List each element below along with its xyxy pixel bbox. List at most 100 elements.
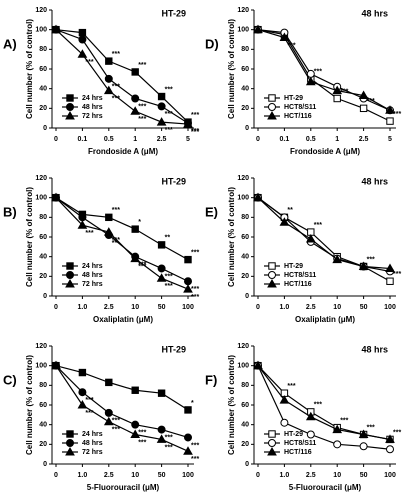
x-tick-label: 5 (388, 136, 392, 143)
significance: *** (314, 69, 322, 76)
marker (77, 49, 88, 58)
legend-label: 24 hrs (82, 95, 103, 102)
significance: *** (112, 95, 120, 102)
y-tick-label: 0 (43, 125, 47, 132)
marker (156, 117, 167, 126)
marker (253, 192, 263, 202)
series-line (257, 197, 391, 270)
y-tick-label: 60 (241, 66, 249, 73)
marker (131, 420, 140, 429)
marker (103, 227, 114, 236)
legend-marker (268, 271, 276, 279)
marker (105, 213, 113, 222)
y-tick-label: 40 (39, 254, 47, 261)
legend-label: HCT/116 (284, 113, 312, 120)
x-axis-label: 5-Fluorouracil (μM) (289, 483, 362, 492)
significance: *** (112, 418, 120, 425)
y-tick-label: 60 (39, 402, 47, 409)
significance: *** (191, 129, 199, 136)
marker (104, 74, 113, 83)
x-axis-label: Frondoside A (μM) (290, 147, 360, 156)
y-tick-label: 20 (241, 441, 249, 448)
x-tick-label: 0 (256, 304, 260, 311)
marker (306, 430, 315, 439)
legend-marker (268, 262, 276, 270)
significance: *** (191, 456, 199, 463)
y-axis-label: Cell number (% of control) (227, 355, 236, 455)
marker (184, 433, 192, 442)
marker (157, 425, 166, 434)
x-tick-label: 50 (158, 304, 166, 311)
x-tick-label: 10 (131, 304, 139, 311)
marker (305, 76, 316, 86)
significance: * (191, 400, 194, 407)
marker (359, 104, 368, 113)
y-tick-label: 100 (35, 363, 47, 370)
y-tick-label: 0 (245, 125, 249, 132)
x-tick-label: 50 (158, 472, 166, 479)
y-tick-label: 20 (39, 441, 47, 448)
x-tick-label: 5 (186, 136, 190, 143)
marker (103, 416, 114, 426)
x-tick-label: 50 (360, 304, 368, 311)
marker (78, 213, 87, 222)
marker (131, 386, 139, 394)
marker (103, 85, 114, 95)
y-tick-label: 60 (39, 234, 47, 241)
significance: *** (138, 430, 146, 437)
panel-label: D) (205, 36, 219, 51)
significance: *** (165, 86, 173, 93)
marker (184, 406, 192, 414)
panel-label: A) (3, 36, 17, 51)
marker (385, 105, 395, 114)
legend-label: 48 hrs (82, 104, 103, 111)
legend-marker (66, 430, 74, 438)
chart-title: HT-29 (161, 344, 186, 354)
series-line (257, 365, 391, 450)
series-line (257, 29, 391, 111)
chart-title: 48 hrs (361, 344, 388, 354)
y-tick-label: 80 (241, 382, 249, 389)
legend-label: 48 hrs (82, 272, 103, 279)
marker (183, 119, 193, 128)
marker (156, 434, 167, 443)
series-line (55, 29, 189, 124)
marker (130, 106, 141, 115)
significance: ** (287, 207, 293, 214)
legend-marker (268, 430, 276, 438)
y-tick-label: 60 (241, 402, 249, 409)
y-tick-label: 40 (241, 86, 249, 93)
significance: *** (112, 207, 120, 214)
marker (51, 24, 61, 34)
significance: *** (287, 383, 295, 390)
significance: *** (165, 444, 173, 451)
legend-label: HCT/116 (284, 449, 312, 456)
legend-label: HT-29 (284, 95, 303, 102)
y-tick-label: 120 (237, 175, 249, 182)
x-tick-label: 100 (384, 472, 396, 479)
x-tick-label: 50 (360, 472, 368, 479)
marker (305, 233, 316, 243)
y-tick-label: 60 (39, 66, 47, 73)
significance: *** (112, 237, 120, 244)
marker (306, 69, 315, 78)
significance: *** (165, 127, 173, 134)
legend-marker (66, 103, 74, 111)
marker (253, 24, 263, 34)
significance: *** (287, 42, 295, 49)
x-tick-label: 10 (333, 472, 341, 479)
series-line (257, 29, 391, 122)
legend-label: 72 hrs (82, 281, 103, 288)
significance: *** (191, 286, 199, 293)
x-axis-label: Frondoside A (μM) (88, 147, 158, 156)
marker (386, 277, 394, 285)
y-tick-label: 40 (39, 422, 47, 429)
marker (130, 429, 141, 438)
marker (184, 255, 192, 264)
legend-label: HCT8/S11 (284, 440, 316, 447)
marker (157, 92, 166, 101)
marker (279, 395, 290, 404)
significance: *** (314, 402, 322, 409)
panel-label: B) (3, 204, 17, 219)
significance: *** (138, 103, 146, 110)
